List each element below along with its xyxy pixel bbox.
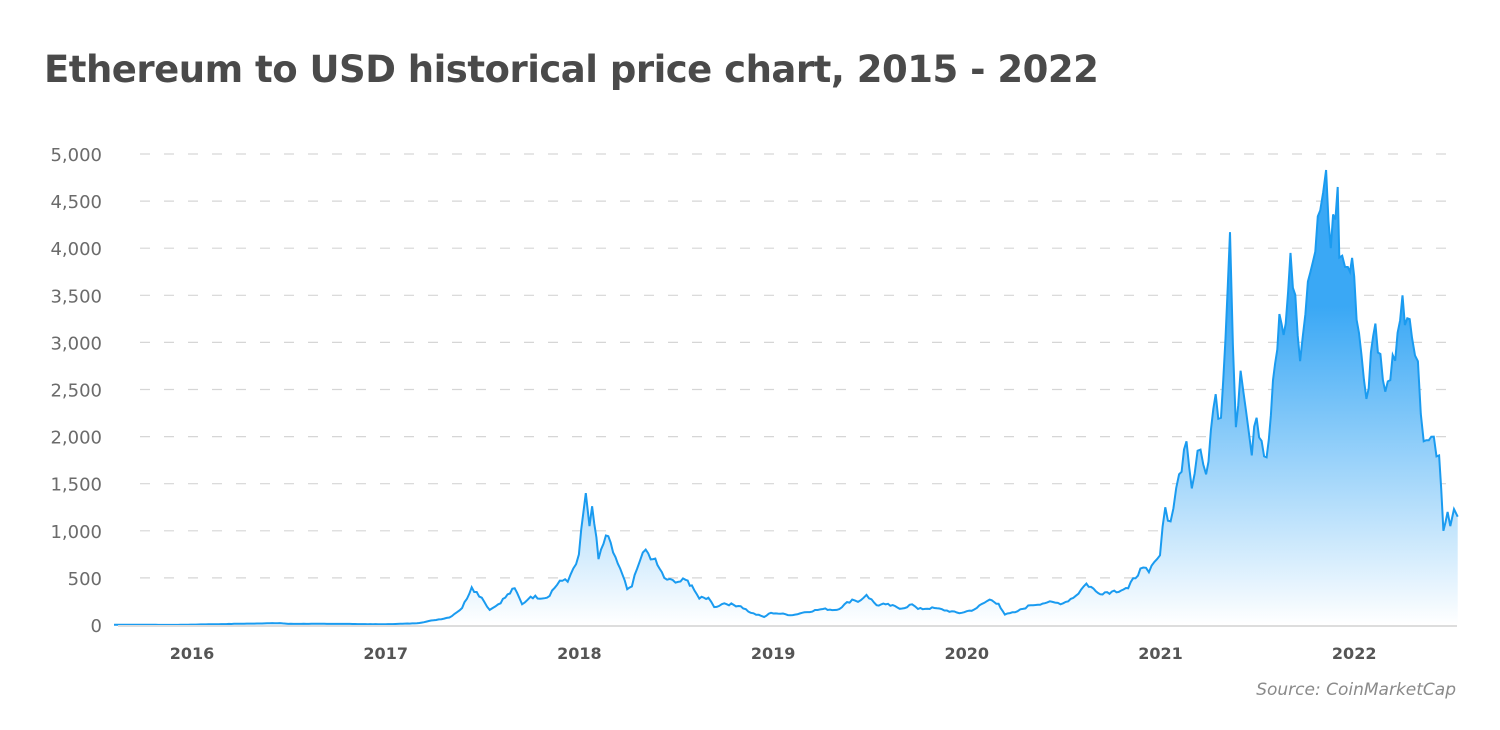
y-tick-label: 4,000 (50, 239, 102, 260)
y-tick-label: 3,000 (50, 333, 102, 354)
x-tick-label: 2019 (751, 644, 796, 663)
y-tick-label: 1,500 (50, 475, 102, 496)
y-tick-label: 5,000 (50, 145, 102, 166)
x-tick-label: 2016 (170, 644, 215, 663)
chart-title: Ethereum to USD historical price chart, … (44, 48, 1099, 91)
x-tick-label: 2020 (945, 644, 990, 663)
y-tick-label: 0 (91, 616, 102, 637)
source-note: Source: CoinMarketCap (1256, 680, 1456, 700)
x-tick-label: 2018 (557, 644, 602, 663)
price-line (114, 169, 1459, 626)
y-tick-label: 500 (68, 569, 102, 590)
y-tick-label: 1,000 (50, 522, 102, 543)
y-tick-label: 2,000 (50, 428, 102, 449)
x-tick-label: 2022 (1332, 644, 1377, 663)
x-tick-label: 2021 (1138, 644, 1183, 663)
y-tick-label: 3,500 (50, 286, 102, 307)
y-tick-label: 2,500 (50, 381, 102, 402)
price-area (114, 170, 1458, 625)
y-tick-label: 4,500 (50, 192, 102, 213)
x-tick-label: 2017 (363, 644, 408, 663)
